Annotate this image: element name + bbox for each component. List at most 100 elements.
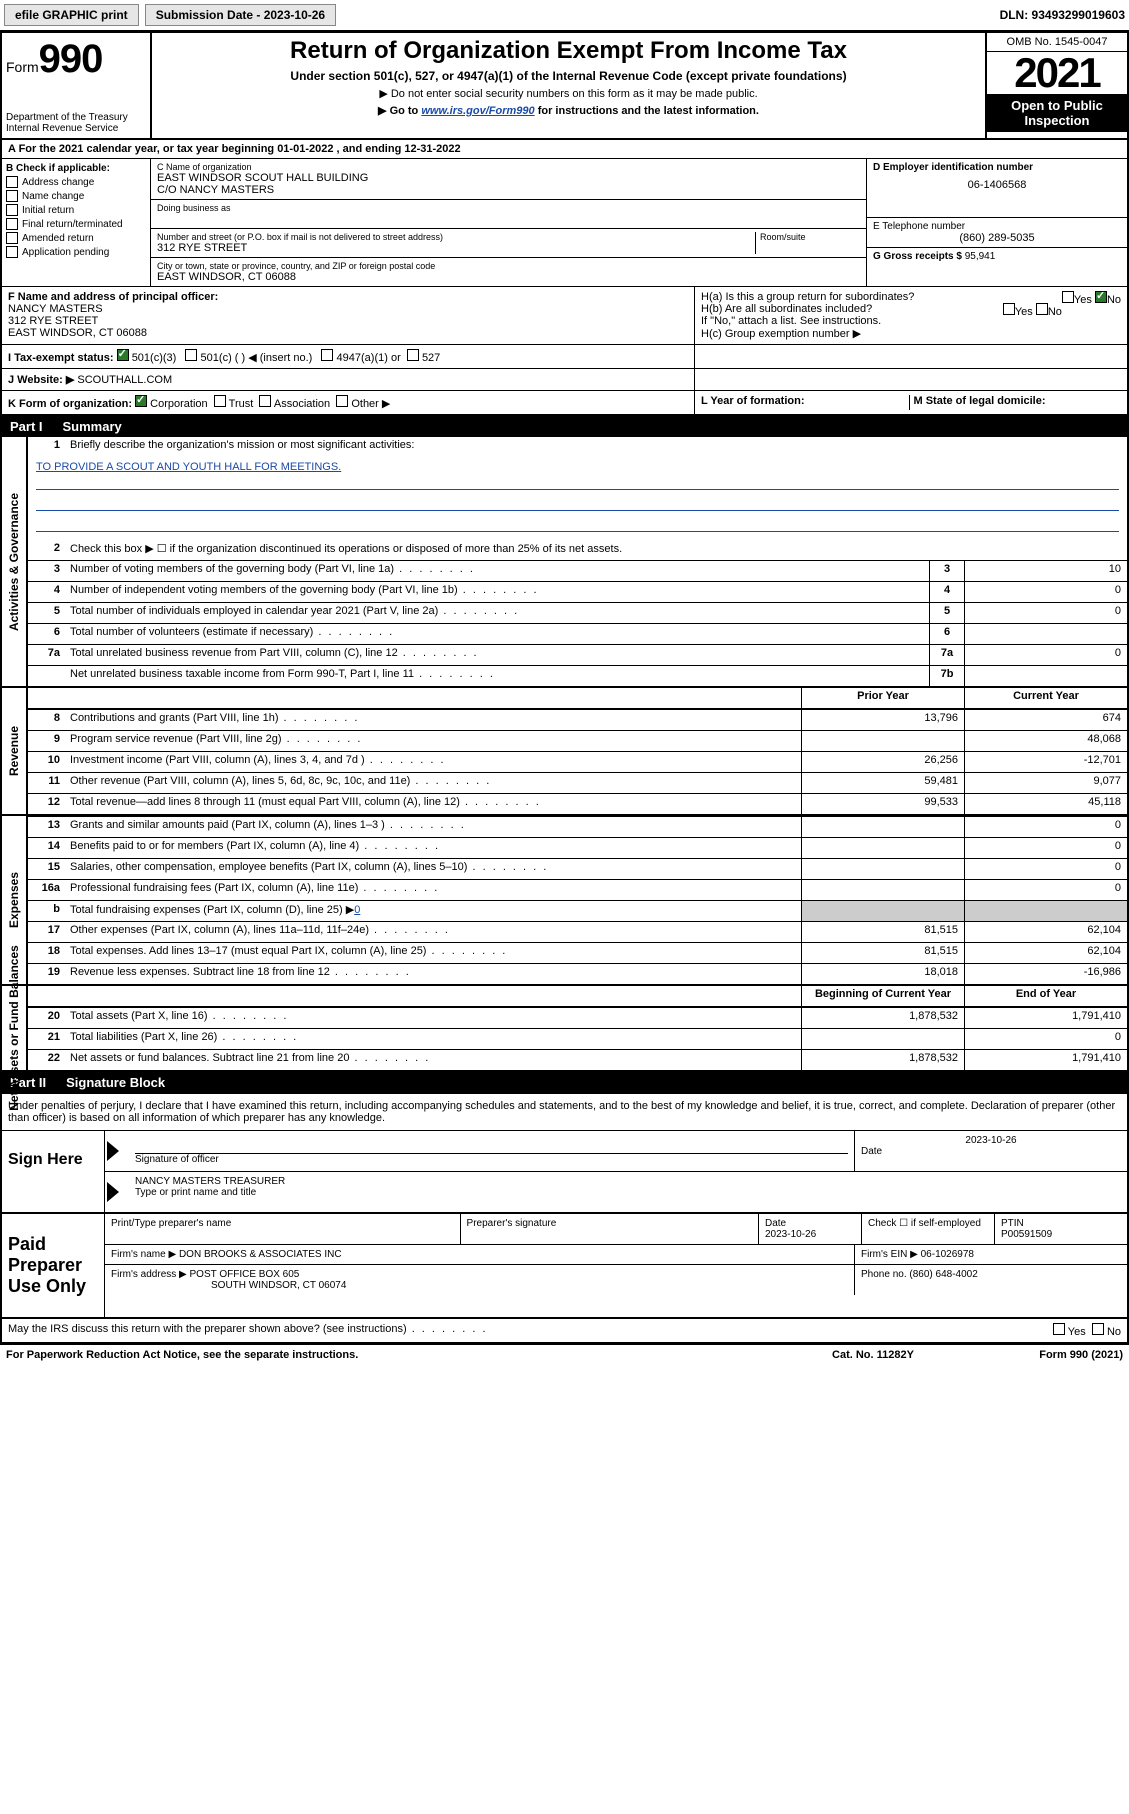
sign-here-grid: Sign Here Signature of officer 2023-10-2… bbox=[2, 1130, 1127, 1214]
hb-yes[interactable] bbox=[1003, 303, 1015, 315]
sig-date: 2023-10-26 bbox=[861, 1135, 1121, 1146]
k-trust[interactable] bbox=[214, 395, 226, 407]
header-subtitle: Under section 501(c), 527, or 4947(a)(1)… bbox=[158, 69, 979, 83]
c-name-label: C Name of organization bbox=[157, 162, 860, 172]
mayirs-yes[interactable] bbox=[1053, 1323, 1065, 1335]
col-b: B Check if applicable: Address change Na… bbox=[2, 159, 151, 286]
f-l3: EAST WINDSOR, CT 06088 bbox=[8, 327, 688, 339]
footer: For Paperwork Reduction Act Notice, see … bbox=[0, 1345, 1129, 1365]
side-rev: Revenue bbox=[2, 688, 26, 814]
i-501c3[interactable] bbox=[117, 349, 129, 361]
col-begin: Beginning of Current Year bbox=[801, 986, 964, 1006]
table-row: 19Revenue less expenses. Subtract line 1… bbox=[28, 963, 1127, 984]
ha-no[interactable] bbox=[1095, 291, 1107, 303]
c-name2: C/O NANCY MASTERS bbox=[157, 184, 860, 196]
table-row: 3Number of voting members of the governi… bbox=[28, 560, 1127, 581]
checkbox-pending[interactable] bbox=[6, 246, 18, 258]
firm-addr2: SOUTH WINDSOR, CT 06074 bbox=[111, 1280, 848, 1291]
table-row: 14Benefits paid to or for members (Part … bbox=[28, 837, 1127, 858]
k-o4: Other ▶ bbox=[351, 398, 390, 410]
prep-date-label: Date bbox=[765, 1218, 855, 1229]
table-row: 18Total expenses. Add lines 13–17 (must … bbox=[28, 942, 1127, 963]
i-o1: 501(c)(3) bbox=[132, 352, 177, 364]
table-row: 20Total assets (Part X, line 16)1,878,53… bbox=[28, 1007, 1127, 1028]
hb-no[interactable] bbox=[1036, 303, 1048, 315]
irs-label: Internal Revenue Service bbox=[6, 123, 146, 134]
ha-yes[interactable] bbox=[1062, 291, 1074, 303]
row-b-d: Total fundraising expenses (Part IX, col… bbox=[70, 904, 354, 916]
firm-addr-label: Firm's address ▶ bbox=[111, 1269, 187, 1280]
catno: Cat. No. 11282Y bbox=[773, 1349, 973, 1361]
hb-no-l: No bbox=[1048, 306, 1062, 318]
i-501c[interactable] bbox=[185, 349, 197, 361]
side-net-text: Net Assets or Fund Balances bbox=[7, 945, 21, 1111]
checkbox-name[interactable] bbox=[6, 190, 18, 202]
header-mid: Return of Organization Exempt From Incom… bbox=[152, 33, 985, 138]
f-l1: NANCY MASTERS bbox=[8, 303, 688, 315]
checkbox-initial[interactable] bbox=[6, 204, 18, 216]
dln-label: DLN: 93493299019603 bbox=[1000, 8, 1125, 22]
ptin: P00591509 bbox=[1001, 1229, 1121, 1240]
col-de: D Employer identification number 06-1406… bbox=[867, 159, 1127, 286]
open-public-label: Open to Public Inspection bbox=[987, 94, 1127, 132]
note2-post: for instructions and the latest informat… bbox=[535, 105, 759, 117]
col-c: C Name of organization EAST WINDSOR SCOU… bbox=[151, 159, 867, 286]
may-irs: May the IRS discuss this return with the… bbox=[8, 1323, 1053, 1338]
c-addr-label: Number and street (or P.O. box if mail i… bbox=[157, 232, 755, 242]
checkbox-final[interactable] bbox=[6, 218, 18, 230]
top-bar: efile GRAPHIC print Submission Date - 20… bbox=[0, 0, 1129, 31]
may-irs-row: May the IRS discuss this return with the… bbox=[2, 1319, 1127, 1343]
row-j: J Website: ▶ SCOUTHALL.COM bbox=[2, 369, 1127, 391]
paid-label: Paid Preparer Use Only bbox=[2, 1214, 104, 1317]
efile-button[interactable]: efile GRAPHIC print bbox=[4, 4, 139, 26]
note2-pre: ▶ Go to bbox=[378, 105, 421, 117]
line-a: A For the 2021 calendar year, or tax yea… bbox=[2, 140, 1127, 159]
firm-ein: 06-1026978 bbox=[921, 1249, 974, 1260]
mayirs-no[interactable] bbox=[1092, 1323, 1104, 1335]
box-b-title: B Check if applicable: bbox=[6, 163, 146, 174]
row-b-n: b bbox=[28, 901, 66, 921]
h-c: H(c) Group exemption number ▶ bbox=[701, 327, 1121, 340]
i-label: I Tax-exempt status: bbox=[8, 352, 114, 364]
phone: (860) 648-4002 bbox=[909, 1269, 977, 1280]
row-k: K Form of organization: Corporation Trus… bbox=[2, 391, 1127, 416]
k-corp[interactable] bbox=[135, 395, 147, 407]
part2-title: Signature Block bbox=[66, 1075, 165, 1090]
submission-button[interactable]: Submission Date - 2023-10-26 bbox=[145, 4, 336, 26]
declaration: Under penalties of perjury, I declare th… bbox=[2, 1093, 1127, 1130]
side-gov-text: Activities & Governance bbox=[7, 492, 21, 630]
k-other[interactable] bbox=[336, 395, 348, 407]
f-label: F Name and address of principal officer: bbox=[8, 291, 688, 303]
table-row: 7aTotal unrelated business revenue from … bbox=[28, 644, 1127, 665]
section-rev: Revenue Prior Year Current Year 8Contrib… bbox=[2, 688, 1127, 816]
checkbox-amended[interactable] bbox=[6, 232, 18, 244]
q2: Check this box ▶ ☐ if the organization d… bbox=[66, 540, 1127, 560]
mayirs-yes-l: Yes bbox=[1068, 1326, 1086, 1338]
g-value: 95,941 bbox=[965, 251, 996, 262]
c-city: EAST WINDSOR, CT 06088 bbox=[157, 271, 860, 283]
c-dba-label: Doing business as bbox=[157, 203, 860, 213]
name-title-label: Type or print name and title bbox=[135, 1187, 1121, 1198]
e-label: E Telephone number bbox=[873, 221, 1121, 232]
year-label: 2021 bbox=[987, 52, 1127, 94]
section-net: Net Assets or Fund Balances Beginning of… bbox=[2, 986, 1127, 1072]
i-o2: 501(c) ( ) ◀ (insert no.) bbox=[201, 352, 313, 364]
part1-title: Summary bbox=[63, 419, 1119, 434]
i-527[interactable] bbox=[407, 349, 419, 361]
k-assoc[interactable] bbox=[259, 395, 271, 407]
i-o4: 527 bbox=[422, 352, 440, 364]
i-4947[interactable] bbox=[321, 349, 333, 361]
table-row: 9Program service revenue (Part VIII, lin… bbox=[28, 730, 1127, 751]
d-value: 06-1406568 bbox=[873, 179, 1121, 191]
chk-name: Name change bbox=[22, 191, 84, 202]
phone-label: Phone no. bbox=[861, 1269, 907, 1280]
table-row: 22Net assets or fund balances. Subtract … bbox=[28, 1049, 1127, 1070]
k-o3: Association bbox=[274, 398, 330, 410]
chk-final: Final return/terminated bbox=[22, 219, 123, 230]
checkbox-address[interactable] bbox=[6, 176, 18, 188]
firm-name-label: Firm's name ▶ bbox=[111, 1249, 176, 1260]
irs-link[interactable]: www.irs.gov/Form990 bbox=[421, 105, 534, 117]
table-row: 13Grants and similar amounts paid (Part … bbox=[28, 816, 1127, 837]
chk-amended: Amended return bbox=[22, 233, 94, 244]
row-i: I Tax-exempt status: 501(c)(3) 501(c) ( … bbox=[2, 345, 1127, 369]
